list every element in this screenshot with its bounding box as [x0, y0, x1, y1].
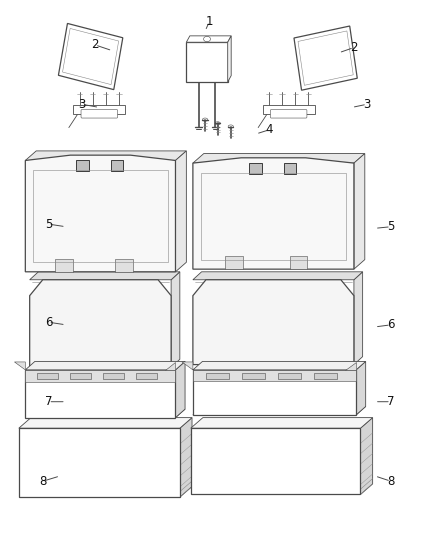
Polygon shape	[186, 36, 231, 42]
Text: 6: 6	[45, 316, 52, 329]
Polygon shape	[228, 36, 231, 82]
Text: 5: 5	[45, 217, 52, 231]
Polygon shape	[137, 373, 157, 379]
Polygon shape	[25, 155, 176, 272]
Polygon shape	[356, 361, 366, 415]
Polygon shape	[55, 259, 73, 272]
Polygon shape	[58, 23, 123, 90]
Polygon shape	[176, 361, 185, 418]
Text: 6: 6	[387, 318, 395, 332]
Text: 3: 3	[363, 98, 371, 111]
Polygon shape	[242, 373, 265, 378]
Polygon shape	[165, 362, 176, 370]
Polygon shape	[37, 373, 58, 379]
Polygon shape	[262, 105, 315, 114]
Polygon shape	[193, 407, 366, 415]
Text: 1: 1	[206, 15, 213, 28]
Polygon shape	[25, 370, 176, 418]
Polygon shape	[25, 151, 186, 160]
Polygon shape	[250, 163, 261, 174]
Polygon shape	[30, 280, 171, 367]
Polygon shape	[77, 160, 88, 171]
Text: 8: 8	[387, 475, 395, 488]
Polygon shape	[111, 160, 124, 171]
FancyBboxPatch shape	[81, 110, 117, 118]
Polygon shape	[73, 105, 125, 114]
Polygon shape	[193, 272, 363, 280]
Polygon shape	[182, 362, 193, 370]
Polygon shape	[193, 280, 354, 365]
Polygon shape	[193, 370, 356, 381]
Polygon shape	[360, 418, 373, 495]
Polygon shape	[14, 362, 25, 370]
Polygon shape	[180, 418, 192, 497]
Polygon shape	[103, 373, 124, 379]
Polygon shape	[206, 373, 229, 378]
FancyBboxPatch shape	[270, 110, 307, 118]
Polygon shape	[71, 373, 92, 379]
Text: 7: 7	[387, 395, 395, 408]
Polygon shape	[225, 256, 243, 269]
Polygon shape	[345, 362, 356, 370]
Polygon shape	[284, 163, 297, 174]
Polygon shape	[314, 373, 336, 378]
Text: 5: 5	[387, 220, 395, 233]
Polygon shape	[19, 428, 180, 497]
Text: 2: 2	[91, 38, 99, 51]
Text: 4: 4	[266, 123, 273, 136]
Polygon shape	[25, 370, 176, 382]
Polygon shape	[354, 154, 365, 269]
Polygon shape	[171, 272, 180, 367]
Polygon shape	[176, 151, 186, 272]
Polygon shape	[25, 361, 185, 370]
Polygon shape	[193, 154, 365, 163]
Polygon shape	[116, 259, 133, 272]
Polygon shape	[186, 42, 228, 82]
Polygon shape	[193, 361, 366, 370]
Polygon shape	[25, 409, 185, 418]
Polygon shape	[354, 272, 363, 365]
Text: 8: 8	[39, 475, 46, 488]
Polygon shape	[294, 26, 357, 90]
Polygon shape	[30, 272, 180, 280]
Polygon shape	[191, 428, 360, 495]
Polygon shape	[193, 370, 356, 415]
Text: 3: 3	[78, 98, 85, 111]
Text: 2: 2	[350, 41, 358, 54]
Polygon shape	[290, 256, 307, 269]
Polygon shape	[193, 158, 354, 269]
Polygon shape	[19, 418, 192, 428]
Polygon shape	[278, 373, 300, 378]
Polygon shape	[191, 418, 373, 428]
Text: 7: 7	[45, 395, 52, 408]
